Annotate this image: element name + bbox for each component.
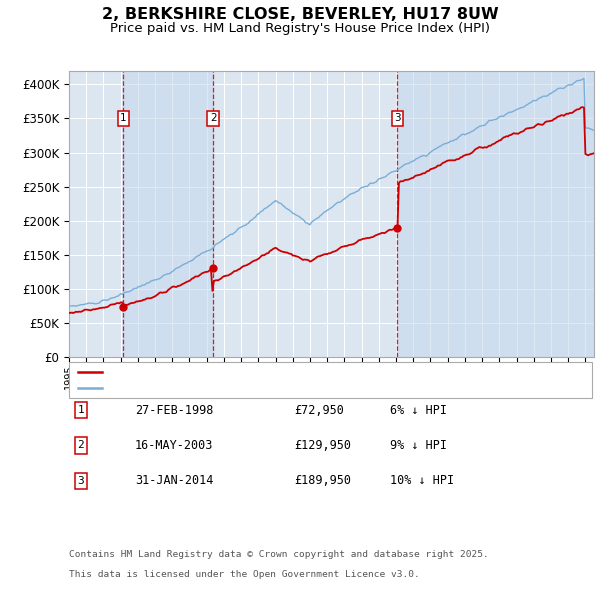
Text: £72,950: £72,950 bbox=[294, 404, 344, 417]
Text: 3: 3 bbox=[394, 113, 401, 123]
Text: £129,950: £129,950 bbox=[294, 439, 351, 452]
Text: 16-MAY-2003: 16-MAY-2003 bbox=[135, 439, 214, 452]
Text: 2: 2 bbox=[77, 441, 85, 450]
Text: £189,950: £189,950 bbox=[294, 474, 351, 487]
Text: Contains HM Land Registry data © Crown copyright and database right 2025.: Contains HM Land Registry data © Crown c… bbox=[69, 550, 489, 559]
Text: 31-JAN-2014: 31-JAN-2014 bbox=[135, 474, 214, 487]
Text: 27-FEB-1998: 27-FEB-1998 bbox=[135, 404, 214, 417]
Text: 2, BERKSHIRE CLOSE, BEVERLEY, HU17 8UW: 2, BERKSHIRE CLOSE, BEVERLEY, HU17 8UW bbox=[101, 7, 499, 22]
Text: Price paid vs. HM Land Registry's House Price Index (HPI): Price paid vs. HM Land Registry's House … bbox=[110, 22, 490, 35]
Text: 3: 3 bbox=[77, 476, 85, 486]
Text: 9% ↓ HPI: 9% ↓ HPI bbox=[390, 439, 447, 452]
Text: 1: 1 bbox=[120, 113, 127, 123]
Text: 2, BERKSHIRE CLOSE, BEVERLEY, HU17 8UW (detached house): 2, BERKSHIRE CLOSE, BEVERLEY, HU17 8UW (… bbox=[108, 367, 458, 377]
Text: 1: 1 bbox=[77, 405, 85, 415]
Bar bbox=[397, 71, 594, 357]
Text: 2: 2 bbox=[210, 113, 217, 123]
Text: 6% ↓ HPI: 6% ↓ HPI bbox=[390, 404, 447, 417]
Text: HPI: Average price, detached house, East Riding of Yorkshire: HPI: Average price, detached house, East… bbox=[108, 383, 445, 393]
Text: This data is licensed under the Open Government Licence v3.0.: This data is licensed under the Open Gov… bbox=[69, 571, 420, 579]
Text: 10% ↓ HPI: 10% ↓ HPI bbox=[390, 474, 454, 487]
Bar bbox=[124, 71, 213, 357]
